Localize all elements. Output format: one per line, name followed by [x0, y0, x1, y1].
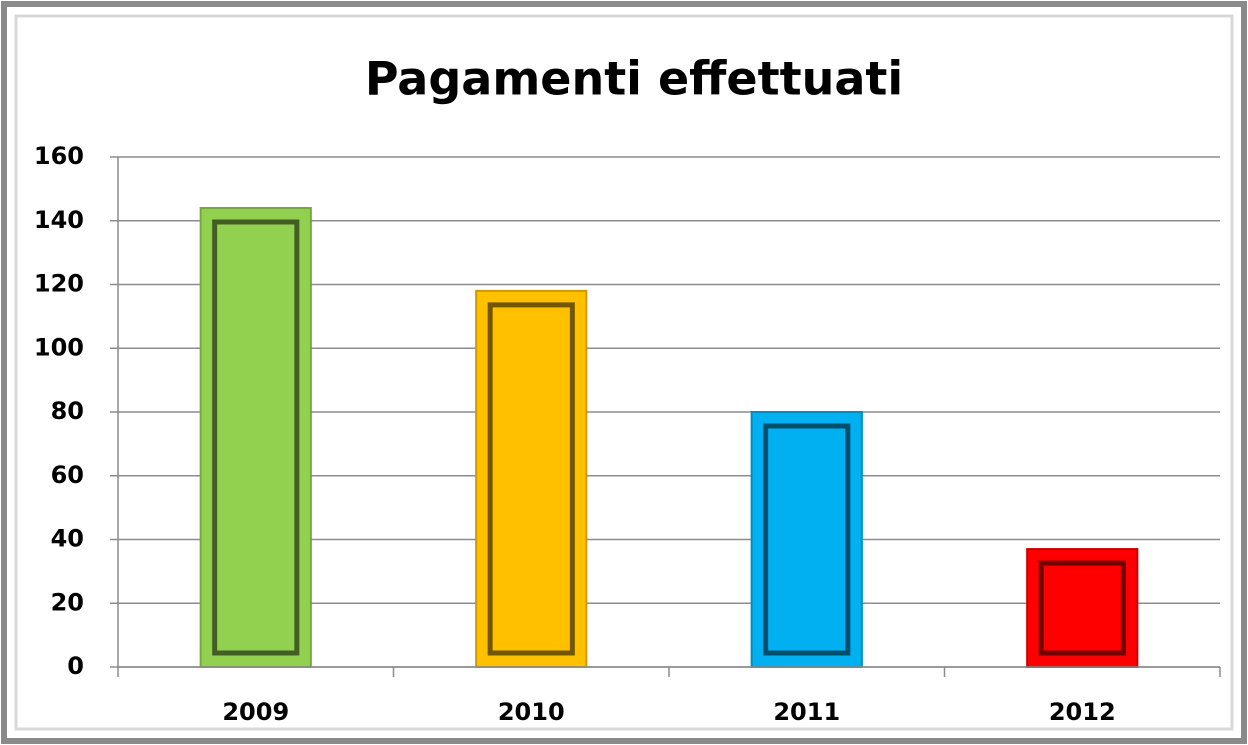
y-tick-label: 160: [34, 142, 84, 170]
chart-frame-inner: [14, 14, 1234, 731]
bar-bevel: [212, 219, 300, 656]
chart-title: Pagamenti effettuati: [365, 52, 903, 106]
y-tick-label: 0: [67, 652, 84, 680]
y-tick-label: 80: [51, 397, 84, 425]
y-tick-label: 140: [34, 206, 84, 234]
y-tick-label: 20: [51, 588, 84, 616]
y-tick-label: 120: [34, 270, 84, 298]
x-tick-label: 2011: [773, 698, 840, 726]
y-tick-label: 40: [51, 525, 84, 553]
bar: [475, 289, 588, 668]
bar-bevel: [1038, 560, 1126, 656]
y-tick-label: 60: [51, 461, 84, 489]
bar-bevel: [487, 302, 575, 656]
bar-bevel: [763, 423, 851, 656]
x-tick-label: 2010: [498, 698, 565, 726]
bar: [199, 207, 312, 668]
x-tick-label: 2012: [1049, 698, 1116, 726]
bar: [1026, 548, 1139, 668]
bar: [750, 411, 863, 668]
x-tick-label: 2009: [222, 698, 289, 726]
y-tick-label: 100: [34, 333, 84, 361]
